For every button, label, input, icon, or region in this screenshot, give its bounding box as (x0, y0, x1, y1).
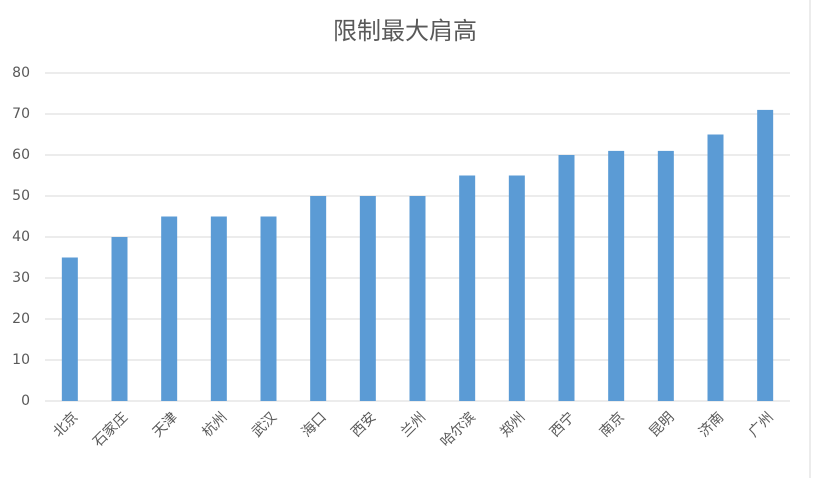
bar (707, 134, 724, 401)
x-tick-label: 南京 (597, 409, 628, 440)
x-tick-label: 广州 (746, 409, 777, 440)
bar (310, 196, 327, 401)
x-tick-label: 西宁 (546, 409, 578, 441)
y-tick-label: 50 (12, 188, 30, 204)
x-tick-label: 海口 (299, 409, 330, 440)
x-tick-label: 昆明 (646, 409, 677, 440)
bar (260, 216, 277, 401)
bar (111, 237, 128, 401)
x-tick-label: 济南 (696, 409, 727, 440)
y-tick-label: 60 (12, 147, 30, 163)
y-tick-label: 80 (12, 65, 30, 81)
x-tick-label: 石家庄 (89, 409, 131, 451)
bar (608, 150, 625, 401)
bar (161, 216, 178, 401)
bar (657, 150, 674, 401)
y-tick-label: 0 (21, 393, 30, 409)
bar (508, 175, 525, 401)
x-tick-label: 天津 (150, 409, 181, 440)
bar (558, 155, 575, 401)
bar (359, 196, 376, 401)
bar (210, 216, 227, 401)
x-tick-label: 郑州 (497, 409, 528, 440)
chart-title: 限制最大肩高 (333, 17, 477, 45)
bar (757, 109, 774, 402)
x-tick-label: 西安 (348, 409, 379, 440)
bar (409, 196, 426, 401)
y-tick-label: 10 (12, 352, 30, 368)
x-tick-label: 武汉 (249, 409, 280, 440)
x-tick-label: 北京 (50, 409, 81, 440)
x-tick-label: 哈尔滨 (438, 409, 479, 450)
x-tick-label: 兰州 (398, 409, 429, 440)
bar (61, 257, 78, 401)
y-tick-label: 70 (12, 106, 30, 122)
y-tick-label: 40 (12, 229, 30, 245)
x-tick-label: 杭州 (199, 409, 230, 440)
y-tick-label: 30 (12, 270, 30, 286)
y-tick-label: 20 (12, 311, 30, 327)
bar (459, 175, 476, 401)
